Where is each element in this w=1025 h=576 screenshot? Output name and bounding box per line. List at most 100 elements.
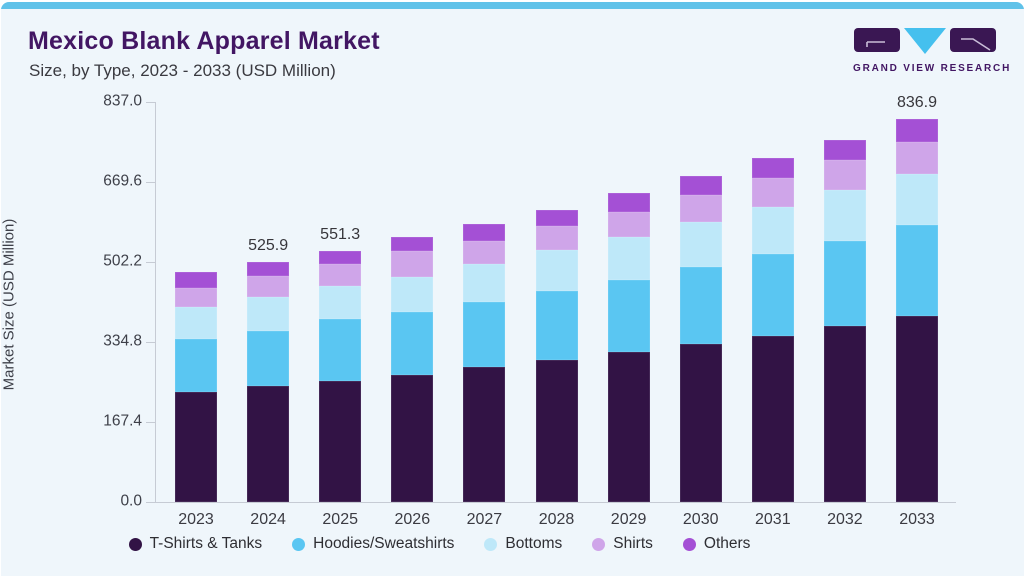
bar-segment <box>535 291 578 361</box>
bar-segment <box>391 251 434 278</box>
y-tick-label: 167.4 <box>103 412 142 430</box>
legend-item: Others <box>682 535 751 553</box>
x-tick-label: 2032 <box>827 511 863 528</box>
bar-segment <box>535 360 578 502</box>
bar-segment <box>247 330 290 386</box>
y-tick-mark <box>146 102 155 103</box>
bar-segment <box>751 157 794 178</box>
top-accent-bar <box>1 2 1024 9</box>
bar-segment <box>896 142 938 174</box>
bar-segment <box>175 339 217 392</box>
bar-segment <box>823 241 866 327</box>
bar-total-label: 836.9 <box>896 94 938 112</box>
bar-segment <box>319 319 362 381</box>
legend-item: T-Shirts & Tanks <box>128 535 262 553</box>
bar-segment <box>607 193 650 213</box>
bar-segment <box>319 286 362 320</box>
bar-segment <box>679 344 722 502</box>
bar-segment <box>679 175 722 196</box>
gvr-logo-text: GRAND VIEW RESEARCH <box>853 63 1012 74</box>
bar-total-label: 551.3 <box>320 226 361 244</box>
legend-label: Shirts <box>613 535 653 552</box>
legend-item: Bottoms <box>484 535 562 553</box>
bar-segment <box>896 119 938 143</box>
y-tick-label: 669.6 <box>103 172 142 190</box>
bar-segment <box>175 392 217 502</box>
bar-segment <box>463 263 506 303</box>
bar-segment <box>751 336 794 502</box>
bar-segment <box>463 223 506 241</box>
bar-segment <box>679 195 722 223</box>
legend-label: Others <box>703 535 751 552</box>
legend-item: Shirts <box>592 535 653 553</box>
bar-segment <box>607 280 650 353</box>
legend-dot <box>682 537 696 551</box>
bar-segment <box>391 312 434 375</box>
bar-segment <box>535 250 578 292</box>
legend-item: Hoodies/Sweatshirts <box>292 535 454 553</box>
bar-segment <box>751 253 794 337</box>
bar-segment <box>823 159 866 191</box>
y-axis-title: Market Size (USD Million) <box>1 218 18 391</box>
bar-segment <box>679 267 722 345</box>
y-tick-mark <box>146 182 155 183</box>
bar-segment <box>319 380 362 502</box>
bar-segment <box>247 262 290 277</box>
bar-segment <box>896 225 938 316</box>
x-tick-label: 2023 <box>178 511 214 528</box>
bar-segment <box>319 251 362 265</box>
bar-segment <box>463 240 506 264</box>
x-tick-label: 2026 <box>394 511 431 528</box>
bar-segment <box>823 139 866 160</box>
legend: T-Shirts & Tanks Hoodies/Sweatshirts Botto… <box>1 535 951 553</box>
bar-segment <box>319 264 362 287</box>
bar-segment <box>751 178 794 207</box>
y-tick-label: 502.2 <box>103 252 142 270</box>
legend-label: Hoodies/Sweatshirts <box>313 535 455 552</box>
legend-dot <box>292 537 306 551</box>
y-tick-mark <box>146 262 155 263</box>
y-tick-mark <box>146 502 155 503</box>
x-tick-label: 2028 <box>538 511 575 528</box>
x-tick-label: 2024 <box>250 511 286 528</box>
gvr-logo-icon <box>854 28 996 54</box>
page-title: Mexico Blank Apparel Market <box>28 27 380 55</box>
x-tick-label: 2029 <box>610 511 647 528</box>
bar-segment <box>823 326 866 502</box>
y-tick-label: 837.0 <box>103 92 142 110</box>
bar-segment <box>679 222 722 268</box>
bar-segment <box>175 288 217 308</box>
y-tick-mark <box>146 422 155 423</box>
bar-segment <box>535 209 578 226</box>
legend-dot <box>484 537 498 551</box>
x-tick-label: 2025 <box>322 511 358 528</box>
bar-segment <box>463 302 506 368</box>
bar-segment <box>247 276 290 297</box>
bar-segment <box>175 272 217 288</box>
bar-segment <box>823 190 866 242</box>
gvr-logo: GRAND VIEW RESEARCH <box>853 27 1012 74</box>
bar-total-label: 525.9 <box>248 237 289 254</box>
bar-segment <box>607 352 650 502</box>
page-subtitle: Size, by Type, 2023 - 2033 (USD Million) <box>29 61 336 80</box>
bar-segment <box>535 225 578 251</box>
x-tick-label: 2030 <box>682 511 719 528</box>
bar-segment <box>607 237 650 281</box>
y-tick-mark <box>146 342 155 343</box>
bar-segment <box>751 207 794 254</box>
bar-segment <box>896 315 938 502</box>
x-tick-label: 2031 <box>755 511 791 528</box>
bar-segment <box>463 367 506 502</box>
legend-dot <box>128 537 142 551</box>
legend-dot <box>592 537 606 551</box>
bar-segment <box>247 385 290 502</box>
bar-segment <box>391 237 434 252</box>
bar-segment <box>247 297 290 331</box>
y-tick-label: 0.0 <box>120 492 142 510</box>
bar-segment <box>896 173 938 226</box>
y-tick-label: 334.8 <box>103 332 142 350</box>
bar-segment <box>607 212 650 238</box>
bar-segment <box>391 277 434 313</box>
bar-segment <box>175 307 217 339</box>
